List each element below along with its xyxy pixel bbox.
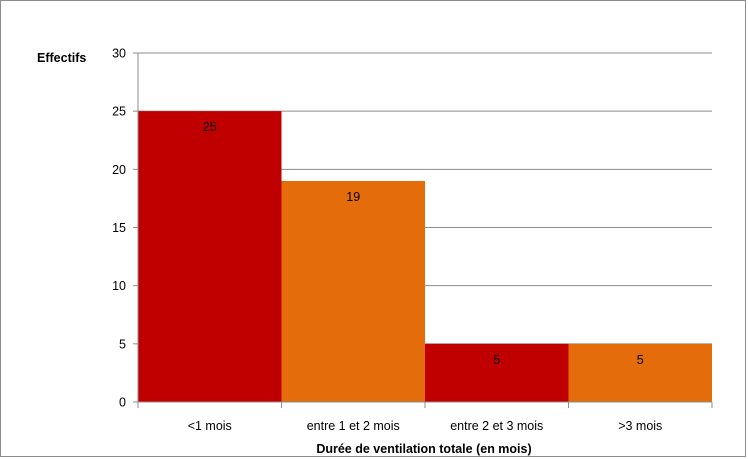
bar: [425, 343, 569, 402]
y-tick-label: 30: [112, 47, 126, 61]
x-tick-label: <1 mois: [188, 419, 232, 433]
y-tick-label: 10: [112, 279, 126, 293]
y-tick-label: 25: [112, 105, 126, 119]
data-label: 19: [346, 190, 360, 204]
bars: 25 19 5 5: [138, 111, 712, 403]
data-label: 5: [493, 353, 500, 367]
data-label: 25: [203, 120, 217, 134]
y-tick-label: 20: [112, 163, 126, 177]
y-tick-label: 0: [119, 396, 126, 410]
bar: [138, 111, 282, 403]
x-tick-label: >3 mois: [618, 419, 662, 433]
bar: [568, 343, 712, 402]
x-tick-label: entre 1 et 2 mois: [307, 419, 400, 433]
bar: [281, 180, 425, 402]
axes: 0 5 10 15 20 25 30 <1 mois entre 1 et 2 mois entr…: [112, 47, 713, 433]
y-tick-label: 5: [119, 337, 126, 351]
y-axis-title: Effectifs: [37, 51, 86, 65]
x-tick-label: entre 2 et 3 mois: [450, 419, 543, 433]
y-tick-label: 15: [112, 221, 126, 235]
data-label: 5: [637, 353, 644, 367]
x-axis-title: Durée de ventilation totale (en mois): [316, 442, 531, 456]
